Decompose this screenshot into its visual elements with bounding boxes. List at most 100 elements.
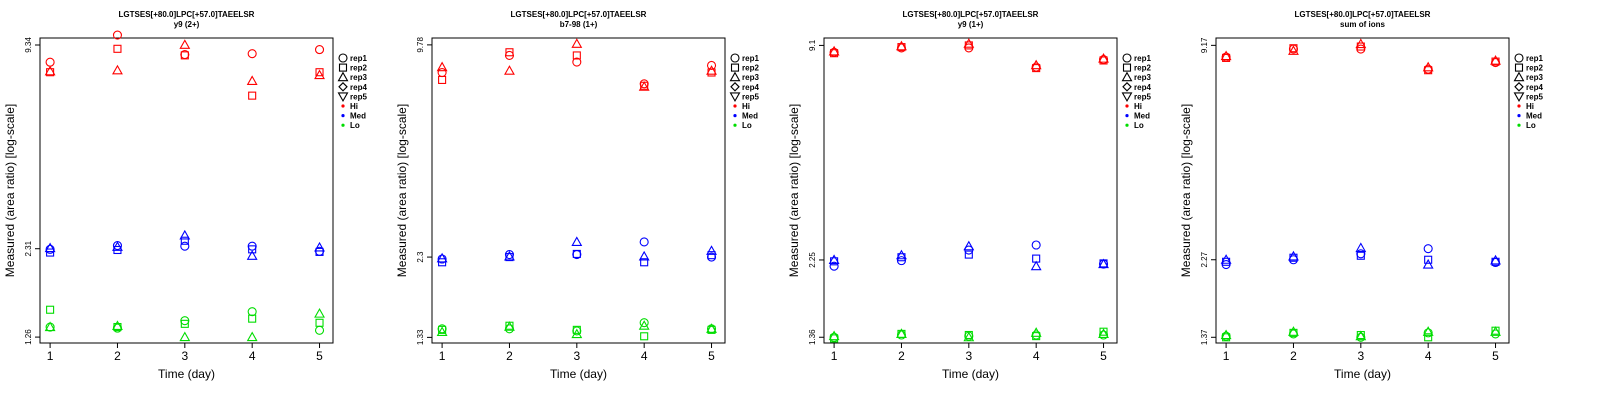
legend-marker xyxy=(341,114,345,118)
data-point xyxy=(436,326,448,337)
data-point xyxy=(1422,258,1434,269)
data-point xyxy=(964,250,973,259)
data-point xyxy=(504,250,515,261)
data-point xyxy=(572,57,582,67)
data-point xyxy=(828,330,840,341)
y-tick-label: 2.27 xyxy=(1200,251,1209,267)
legend-label: rep3 xyxy=(1134,73,1151,82)
data-point xyxy=(180,51,189,60)
data-point xyxy=(247,49,257,59)
data-point xyxy=(505,48,514,57)
y-tick-label: 1.33 xyxy=(416,329,425,345)
data-point xyxy=(179,39,191,49)
legend-marker xyxy=(730,63,740,72)
chart-subtitle: sum of ions xyxy=(1340,20,1385,29)
legend-label: Lo xyxy=(1134,121,1144,130)
y-tick-label: 9.34 xyxy=(24,37,33,53)
data-point xyxy=(829,261,839,271)
legend-marker xyxy=(337,71,349,82)
y-tick-label: 2.31 xyxy=(24,240,33,256)
legend-marker xyxy=(1517,114,1521,118)
data-point xyxy=(248,245,257,254)
data-point xyxy=(1099,327,1108,336)
data-point xyxy=(896,249,907,260)
legend-label: rep1 xyxy=(1134,54,1151,63)
y-axis-label: Measured (area ratio) [log-scale] xyxy=(787,104,801,277)
data-point xyxy=(315,247,324,256)
chart-title: LGTSES[+80.0]LPC[+57.0]TAEELSR xyxy=(903,10,1039,19)
data-point xyxy=(1355,330,1367,341)
legend-label: rep3 xyxy=(1526,73,1543,82)
legend-label: Med xyxy=(350,112,366,121)
legend-marker xyxy=(1514,53,1524,63)
data-point xyxy=(113,44,122,53)
data-point xyxy=(1098,52,1109,63)
legend-label: rep3 xyxy=(350,73,367,82)
x-tick-label: 1 xyxy=(831,349,838,363)
legend-label: Hi xyxy=(742,102,750,111)
legend-label: rep5 xyxy=(742,92,759,101)
data-point xyxy=(436,61,448,72)
legend-label: Med xyxy=(1134,112,1150,121)
data-point xyxy=(1030,260,1042,271)
data-point xyxy=(964,330,973,340)
data-point xyxy=(180,241,190,251)
data-point xyxy=(1031,240,1041,250)
legend-marker xyxy=(1513,71,1525,82)
data-point xyxy=(963,38,975,48)
data-point xyxy=(963,240,975,251)
y-tick-label: 2.25 xyxy=(808,252,817,268)
data-point xyxy=(112,241,123,251)
data-point xyxy=(572,325,581,334)
x-tick-label: 4 xyxy=(641,349,648,363)
data-point xyxy=(504,65,515,75)
data-point xyxy=(112,30,123,40)
x-tick-label: 2 xyxy=(506,349,513,363)
data-point xyxy=(639,237,649,247)
x-tick-label: 2 xyxy=(898,349,905,363)
data-point xyxy=(112,64,123,75)
y-tick-label: 2.3 xyxy=(416,251,425,263)
legend-marker xyxy=(733,104,737,108)
data-point xyxy=(706,65,717,75)
chart-title: LGTSES[+80.0]LPC[+57.0]TAEELSR xyxy=(511,10,647,19)
x-tick-label: 1 xyxy=(47,349,54,363)
data-point xyxy=(1098,328,1109,338)
legend-marker xyxy=(1125,114,1129,118)
data-point xyxy=(572,51,581,60)
y-tick-label: 1.37 xyxy=(1200,329,1209,345)
legend-marker xyxy=(338,63,348,72)
legend-marker xyxy=(1122,63,1132,72)
data-point xyxy=(1220,329,1232,340)
legend-marker xyxy=(1125,123,1129,127)
x-tick-label: 5 xyxy=(1100,349,1107,363)
data-point xyxy=(1220,254,1232,264)
legend-label: rep5 xyxy=(1134,92,1151,101)
data-point xyxy=(246,75,258,85)
legend-marker xyxy=(730,82,740,92)
data-point xyxy=(45,57,55,67)
legend-label: rep1 xyxy=(350,54,367,63)
x-axis-label: Time (day) xyxy=(1334,367,1391,381)
x-tick-label: 2 xyxy=(1290,349,1297,363)
legend-label: rep2 xyxy=(1526,64,1543,73)
data-point xyxy=(1423,328,1433,338)
x-tick-label: 3 xyxy=(1357,349,1364,363)
legend-marker xyxy=(1121,92,1133,103)
chart-title: LGTSES[+80.0]LPC[+57.0]TAEELSR xyxy=(119,10,255,19)
legend-marker xyxy=(1517,123,1521,127)
y-tick-label: 9.17 xyxy=(1200,37,1209,53)
data-point xyxy=(314,325,325,335)
plot-frame xyxy=(823,37,1118,344)
data-point xyxy=(46,248,55,257)
data-point xyxy=(246,331,258,342)
legend-marker xyxy=(1513,92,1525,103)
legend-label: rep2 xyxy=(742,64,759,73)
data-point xyxy=(1424,66,1433,75)
data-point xyxy=(1355,38,1367,49)
y-tick-label: 1.26 xyxy=(24,329,33,345)
data-point xyxy=(571,328,583,339)
x-tick-label: 5 xyxy=(708,349,715,363)
